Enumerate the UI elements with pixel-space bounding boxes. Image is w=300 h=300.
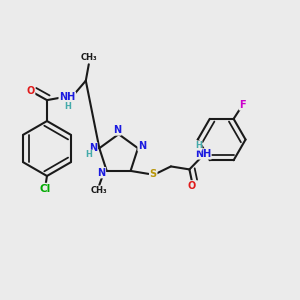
Text: CH₃: CH₃	[81, 53, 98, 62]
Text: Cl: Cl	[40, 184, 51, 194]
Text: H: H	[86, 150, 93, 159]
Text: N: N	[113, 125, 121, 135]
Text: N: N	[89, 142, 97, 153]
Text: F: F	[239, 100, 246, 110]
Text: S: S	[150, 169, 157, 179]
Text: H: H	[64, 102, 71, 111]
Text: O: O	[26, 86, 35, 96]
Text: N: N	[97, 168, 105, 178]
Text: O: O	[188, 181, 196, 191]
Text: NH: NH	[59, 92, 75, 102]
Text: N: N	[138, 141, 146, 151]
Text: H: H	[195, 141, 202, 150]
Text: CH₃: CH₃	[91, 186, 108, 195]
Text: NH: NH	[195, 149, 211, 159]
